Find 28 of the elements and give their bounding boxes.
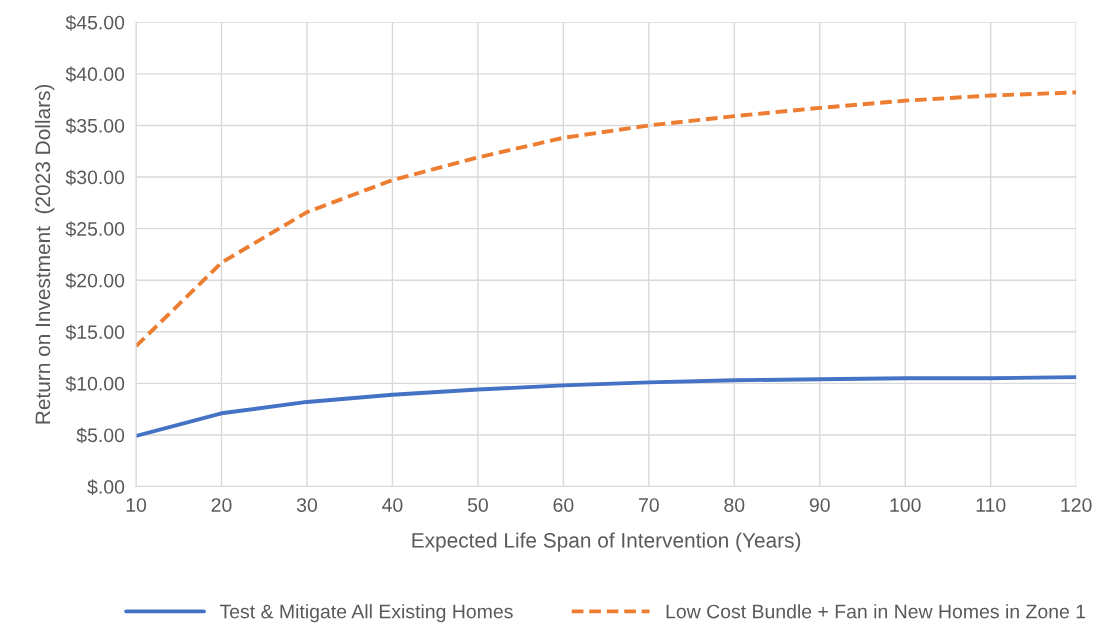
y-tick-label: $35.00	[65, 118, 125, 134]
y-tick-label: $45.00	[65, 14, 125, 31]
legend-label: Test & Mitigate All Existing Homes	[219, 604, 513, 623]
x-axis-title: Expected Life Span of Intervention (Years)	[412, 532, 801, 552]
y-tick-label: $20.00	[65, 272, 125, 289]
x-tick-label: 120	[1061, 498, 1092, 512]
x-tick-label: 20	[211, 498, 232, 512]
x-tick-label: 90	[809, 498, 830, 512]
line-series	[136, 375, 1077, 438]
y-tick-label: $10.00	[65, 376, 125, 392]
y-axis-title: Return on Investment (2023 Dollars)	[34, 84, 55, 424]
y-tick-label: $30.00	[65, 169, 125, 186]
x-tick-label: 110	[976, 498, 1006, 512]
x-tick-label: 30	[296, 498, 318, 512]
y-tick-label: $25.00	[65, 221, 125, 237]
legend-label: Low Cost Bundle + Fan in New Homes in Zone 1	[666, 604, 1086, 619]
x-tick-label: 70	[639, 498, 659, 512]
y-tick-label: $5.00	[76, 427, 125, 444]
x-tick-label: 40	[382, 498, 403, 512]
x-tick-label: 80	[724, 498, 745, 512]
y-tick-label: $.00	[87, 479, 125, 495]
x-tick-label: 60	[553, 498, 574, 512]
y-tick-label: $15.00	[65, 324, 125, 341]
x-tick-label: 50	[467, 498, 488, 512]
line-series	[136, 90, 1077, 349]
y-tick-label: $40.00	[65, 66, 125, 83]
x-tick-label: 100	[890, 498, 921, 512]
x-tick-label: 10	[126, 498, 147, 512]
